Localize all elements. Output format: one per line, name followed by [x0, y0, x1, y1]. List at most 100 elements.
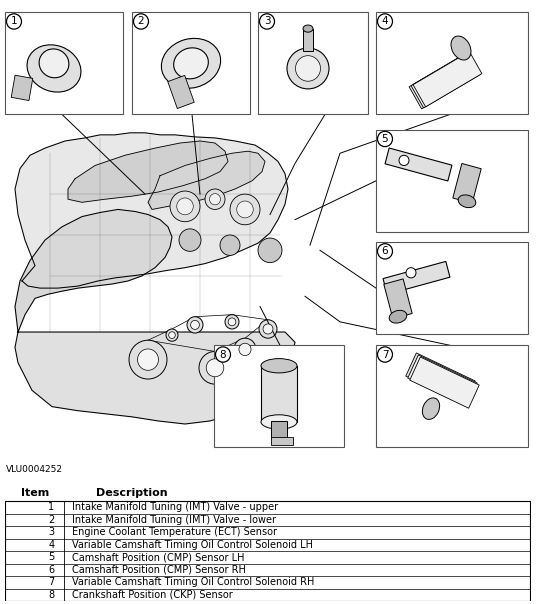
Ellipse shape [458, 195, 476, 208]
Circle shape [377, 347, 392, 362]
Text: 1: 1 [48, 503, 54, 512]
Ellipse shape [138, 349, 159, 370]
Circle shape [377, 243, 392, 259]
Bar [383, 262, 450, 294]
Text: 5: 5 [382, 134, 388, 144]
Polygon shape [15, 332, 295, 424]
Text: 1: 1 [11, 16, 17, 27]
Circle shape [230, 194, 260, 225]
Bar [271, 421, 287, 439]
Circle shape [179, 229, 201, 251]
Bar [411, 53, 480, 108]
Bar [376, 130, 528, 232]
Text: Camshaft Position (CMP) Sensor LH: Camshaft Position (CMP) Sensor LH [72, 552, 244, 562]
Ellipse shape [239, 343, 251, 356]
Circle shape [220, 235, 240, 255]
Circle shape [259, 14, 274, 29]
Text: 8: 8 [220, 350, 226, 359]
Text: Camshaft Position (CMP) Sensor RH: Camshaft Position (CMP) Sensor RH [72, 565, 246, 575]
Ellipse shape [389, 310, 407, 323]
Ellipse shape [422, 398, 440, 419]
Text: 4: 4 [48, 540, 54, 550]
Ellipse shape [261, 359, 297, 373]
Text: Crankshaft Position (CKP) Sensor: Crankshaft Position (CKP) Sensor [72, 590, 233, 600]
Ellipse shape [399, 155, 409, 165]
Bar [5, 501, 530, 601]
Text: 2: 2 [138, 16, 144, 27]
Circle shape [377, 14, 392, 29]
Ellipse shape [206, 359, 224, 377]
Circle shape [258, 238, 282, 263]
Bar [303, 28, 313, 51]
Bar [409, 54, 478, 109]
Text: Intake Manifold Tuning (IMT) Valve - lower: Intake Manifold Tuning (IMT) Valve - low… [72, 515, 276, 525]
Circle shape [215, 347, 230, 362]
Circle shape [177, 198, 193, 215]
Ellipse shape [129, 340, 167, 379]
Text: 8: 8 [48, 590, 54, 600]
Circle shape [133, 14, 148, 29]
Text: Variable Camshaft Timing Oil Control Solenoid LH: Variable Camshaft Timing Oil Control Sol… [72, 540, 313, 550]
Polygon shape [15, 133, 288, 288]
Circle shape [377, 131, 392, 147]
Bar [385, 148, 452, 181]
Bar [258, 12, 368, 114]
Circle shape [6, 14, 21, 29]
Text: 4: 4 [382, 16, 388, 27]
Ellipse shape [263, 324, 273, 334]
Ellipse shape [303, 25, 313, 32]
Circle shape [205, 189, 225, 210]
Bar [168, 76, 194, 109]
Ellipse shape [39, 49, 69, 78]
Text: 3: 3 [264, 16, 270, 27]
Circle shape [170, 191, 200, 222]
Bar [384, 279, 412, 319]
Ellipse shape [451, 36, 471, 60]
Text: Item: Item [20, 488, 49, 498]
Text: 6: 6 [48, 565, 54, 575]
Bar [214, 345, 344, 448]
Ellipse shape [166, 329, 178, 341]
Text: 6: 6 [382, 246, 388, 256]
Ellipse shape [187, 316, 203, 333]
Circle shape [237, 201, 253, 218]
Bar [11, 76, 33, 100]
Bar [410, 357, 479, 408]
Text: 2: 2 [48, 515, 54, 525]
Text: Intake Manifold Tuning (IMT) Valve - upper: Intake Manifold Tuning (IMT) Valve - upp… [72, 503, 278, 512]
Text: Description: Description [95, 488, 167, 498]
Bar [413, 51, 482, 107]
Text: Engine Coolant Temperature (ECT) Sensor: Engine Coolant Temperature (ECT) Sensor [72, 527, 277, 538]
Polygon shape [15, 210, 172, 332]
Text: VLU0004252: VLU0004252 [6, 465, 63, 474]
Bar [376, 345, 528, 448]
Bar [406, 353, 475, 404]
Text: 3: 3 [48, 527, 54, 538]
Ellipse shape [225, 315, 239, 329]
Ellipse shape [161, 39, 221, 88]
Ellipse shape [406, 268, 416, 278]
Bar [376, 12, 528, 114]
Bar [408, 355, 477, 406]
Ellipse shape [234, 338, 256, 361]
Ellipse shape [295, 56, 321, 81]
Ellipse shape [228, 318, 236, 326]
Ellipse shape [174, 48, 209, 79]
Bar [271, 437, 293, 445]
Ellipse shape [169, 332, 175, 338]
Text: 5: 5 [48, 552, 54, 562]
Ellipse shape [191, 320, 199, 329]
Text: 7: 7 [382, 350, 388, 359]
Polygon shape [68, 141, 228, 202]
Ellipse shape [27, 45, 81, 92]
Ellipse shape [199, 352, 231, 384]
Bar [261, 366, 297, 422]
Bar [453, 164, 481, 204]
Polygon shape [148, 151, 265, 210]
Ellipse shape [259, 320, 277, 338]
Circle shape [210, 194, 220, 205]
Ellipse shape [287, 48, 329, 89]
Bar [5, 12, 123, 114]
Bar [376, 242, 528, 334]
Text: Variable Camshaft Timing Oil Control Solenoid RH: Variable Camshaft Timing Oil Control Sol… [72, 577, 315, 587]
